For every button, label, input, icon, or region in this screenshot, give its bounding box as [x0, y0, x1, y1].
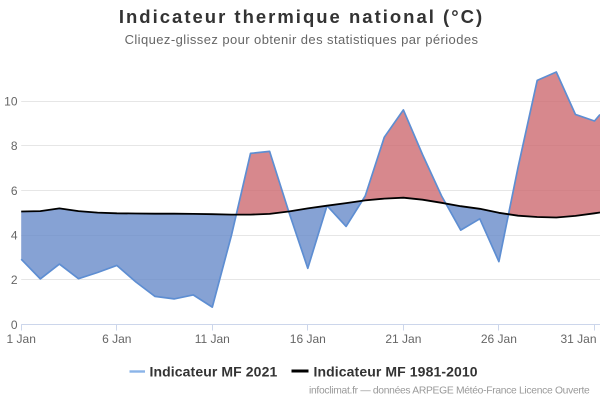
- svg-text:infoclimat.fr — données ARPEGE: infoclimat.fr — données ARPEGE Météo-Fra…: [309, 386, 590, 397]
- svg-text:11 Jan: 11 Jan: [195, 332, 230, 346]
- svg-text:6 Jan: 6 Jan: [102, 332, 131, 346]
- svg-text:1 Jan: 1 Jan: [7, 332, 36, 346]
- svg-text:10: 10: [4, 95, 18, 109]
- svg-text:16 Jan: 16 Jan: [290, 332, 326, 346]
- svg-text:Cliquez-glissez pour obtenir d: Cliquez-glissez pour obtenir des statist…: [125, 32, 479, 47]
- svg-text:8: 8: [11, 139, 18, 153]
- svg-text:21 Jan: 21 Jan: [385, 332, 421, 346]
- svg-text:Indicateur thermique national: Indicateur thermique national (°C): [119, 6, 484, 27]
- svg-text:2: 2: [11, 273, 18, 287]
- svg-text:31 Jan: 31 Jan: [560, 332, 596, 346]
- svg-text:0: 0: [11, 318, 18, 332]
- svg-text:Indicateur MF 1981-2010: Indicateur MF 1981-2010: [314, 363, 478, 379]
- svg-text:26 Jan: 26 Jan: [481, 332, 517, 346]
- svg-text:6: 6: [11, 184, 18, 198]
- svg-text:Indicateur MF 2021: Indicateur MF 2021: [150, 363, 278, 379]
- svg-text:4: 4: [11, 229, 18, 243]
